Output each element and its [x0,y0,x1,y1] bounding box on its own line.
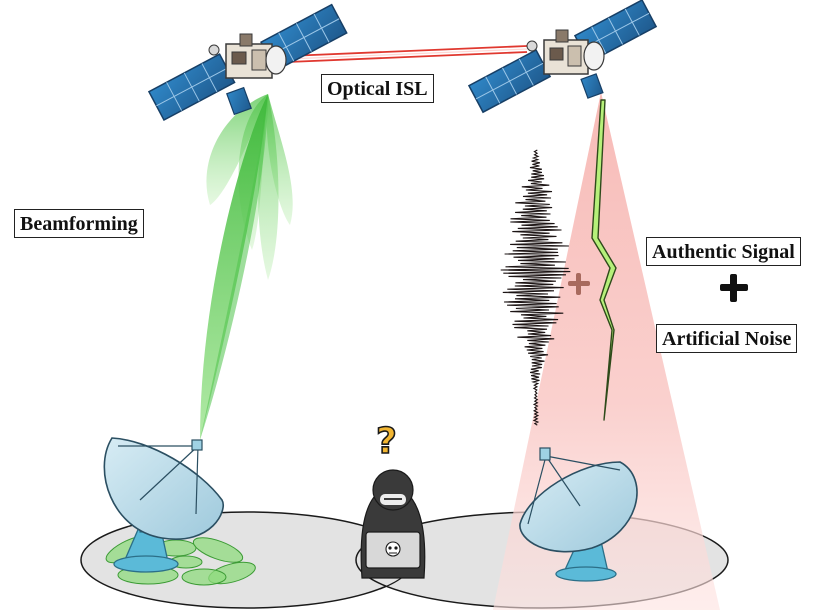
satellite-left [147,3,348,121]
label-authentic-signal: Authentic Signal [646,237,801,266]
ground-dish-right [519,447,638,582]
label-beamforming: Beamforming [14,209,144,238]
question-mark-icon: ? [375,421,397,462]
signal-bolt [591,99,617,421]
eavesdropper [360,469,426,579]
ground-dish-left [103,437,224,573]
beam-main-lobe [200,94,268,440]
label-artificial-noise: Artificial Noise [656,324,798,353]
noise-cone [493,92,720,610]
plus-sign-small-icon [566,271,592,297]
noise-waveform [500,149,571,426]
optical-isl-link [287,45,528,63]
satellite-right [467,0,658,114]
label-optical-isl: Optical ISL [321,74,434,103]
plus-sign-icon [718,272,750,304]
